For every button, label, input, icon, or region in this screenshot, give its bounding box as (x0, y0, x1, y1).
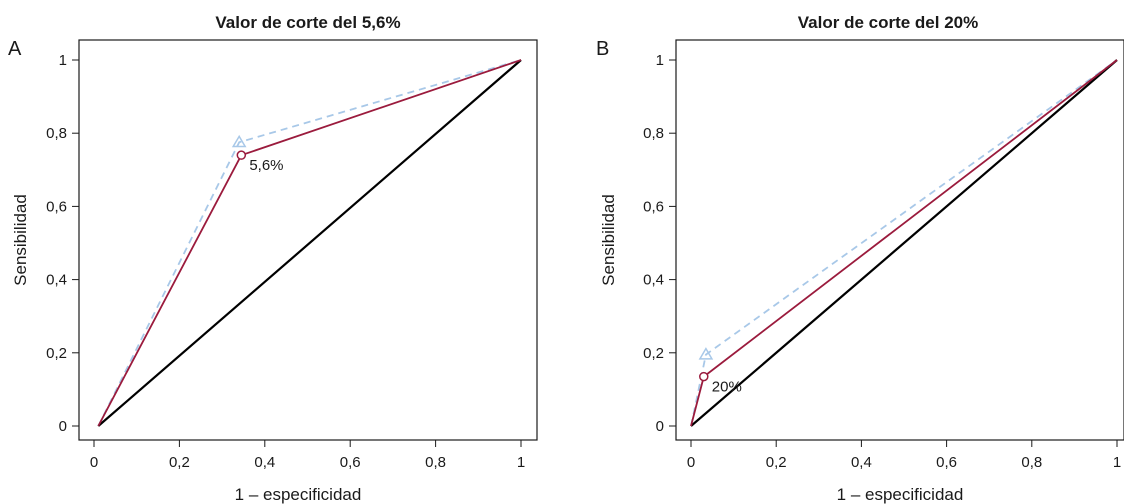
chart-panel-b: Valor de corte del 20% B 0 0,2 0,4 0,6 0,8 1 0 0,… (596, 13, 1124, 504)
y-tick-label: 0,6 (643, 198, 664, 215)
reference-diagonal-line (690, 59, 1118, 427)
x-tick-label: 1 (1113, 454, 1121, 471)
x-tick-label: 0,8 (425, 454, 446, 471)
y-tick-label: 1 (59, 52, 67, 69)
x-axis-label: 1 – especificidad (235, 485, 362, 504)
y-tick-label: 0 (656, 418, 664, 435)
series-line-dashed (97, 59, 522, 427)
cutoff-point-triangle (698, 347, 714, 360)
x-tick-label: 0,4 (254, 454, 275, 471)
x-tick-label: 0,4 (851, 454, 872, 471)
cutoff-point-triangle (231, 134, 247, 148)
y-tick-label: 1 (656, 52, 664, 69)
y-axis-label: Sensibilidad (11, 194, 30, 286)
chart-title: Valor de corte del 20% (798, 13, 978, 32)
y-tick-label: 0,4 (643, 272, 664, 289)
x-tick-label: 0 (90, 454, 98, 471)
cutoff-point-circle (699, 371, 709, 382)
cutoff-point-circle (236, 150, 247, 160)
x-tick-label: 0,6 (340, 454, 361, 471)
x-tick-label: 0 (687, 454, 695, 471)
cutoff-annotation: 5,6% (249, 157, 283, 174)
y-tick-label: 0 (59, 418, 67, 435)
y-axis-label: Sensibilidad (599, 194, 618, 286)
y-tick-label: 0,8 (46, 125, 67, 142)
x-tick-label: 0,6 (936, 454, 957, 471)
plot-frame (675, 39, 1124, 441)
chart-title: Valor de corte del 5,6% (215, 13, 400, 32)
y-tick-label: 0,4 (46, 272, 67, 289)
x-tick-label: 1 (517, 454, 525, 471)
y-tick-label: 0,2 (46, 345, 67, 362)
chart-panel-a: Valor de corte del 5,6% A 0 0,2 0,4 0,6 0,8 1 0 0… (8, 13, 538, 504)
cutoff-annotation: 20% (712, 379, 742, 396)
y-tick-label: 0,2 (643, 345, 664, 362)
series-line-dashed (690, 59, 1118, 427)
x-tick-label: 0,2 (766, 454, 787, 471)
reference-diagonal-line (97, 59, 522, 427)
x-axis-label: 1 – especificidad (837, 485, 964, 504)
y-tick-label: 0,6 (46, 198, 67, 215)
plot-frame (78, 39, 538, 441)
x-tick-label: 0,2 (169, 454, 190, 471)
x-tick-label: 0,8 (1021, 454, 1042, 471)
panel-letter: A (8, 38, 22, 60)
panel-letter: B (596, 38, 609, 60)
y-tick-label: 0,8 (643, 125, 664, 142)
